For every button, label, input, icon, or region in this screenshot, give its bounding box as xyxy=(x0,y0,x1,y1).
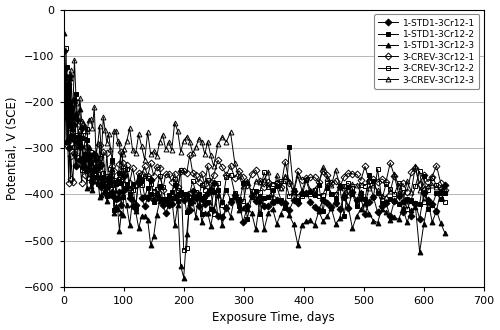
1-STD1-3Cr12-2 xyxy=(61,96,67,100)
Line: 3-CREV-3Cr12-2: 3-CREV-3Cr12-2 xyxy=(62,45,448,252)
3-CREV-3Cr12-3 xyxy=(68,68,74,72)
3-CREV-3Cr12-3 xyxy=(442,188,448,192)
1-STD1-3Cr12-2 xyxy=(442,191,448,195)
3-CREV-3Cr12-3 xyxy=(61,83,67,87)
3-CREV-3Cr12-1 xyxy=(68,154,74,158)
1-STD1-3Cr12-1 xyxy=(224,206,230,210)
Legend: 1-STD1-3Cr12-1, 1-STD1-3Cr12-2, 1-STD1-3Cr12-3, 3-CREV-3Cr12-1, 3-CREV-3Cr12-2, : 1-STD1-3Cr12-1, 1-STD1-3Cr12-2, 1-STD1-3… xyxy=(374,14,480,89)
3-CREV-3Cr12-2 xyxy=(62,98,68,102)
1-STD1-3Cr12-2 xyxy=(64,65,70,69)
1-STD1-3Cr12-3 xyxy=(61,31,67,35)
1-STD1-3Cr12-1 xyxy=(62,99,68,103)
Y-axis label: Potential, V (SCE): Potential, V (SCE) xyxy=(6,96,18,200)
3-CREV-3Cr12-1 xyxy=(95,181,101,185)
3-CREV-3Cr12-1 xyxy=(442,188,448,192)
3-CREV-3Cr12-2 xyxy=(172,178,177,182)
1-STD1-3Cr12-2 xyxy=(62,92,68,96)
Line: 1-STD1-3Cr12-2: 1-STD1-3Cr12-2 xyxy=(62,65,448,221)
3-CREV-3Cr12-1 xyxy=(61,68,67,72)
3-CREV-3Cr12-2 xyxy=(70,125,75,129)
3-CREV-3Cr12-2 xyxy=(232,191,237,195)
Line: 3-CREV-3Cr12-3: 3-CREV-3Cr12-3 xyxy=(62,58,448,206)
3-CREV-3Cr12-2 xyxy=(61,78,67,82)
3-CREV-3Cr12-2 xyxy=(180,248,186,252)
X-axis label: Exposure Time, days: Exposure Time, days xyxy=(212,312,335,324)
3-CREV-3Cr12-3 xyxy=(228,130,234,134)
1-STD1-3Cr12-3 xyxy=(68,110,74,114)
3-CREV-3Cr12-3 xyxy=(362,202,368,206)
1-STD1-3Cr12-2 xyxy=(228,198,234,202)
3-CREV-3Cr12-2 xyxy=(120,168,126,172)
3-CREV-3Cr12-1 xyxy=(270,196,276,200)
Line: 3-CREV-3Cr12-1: 3-CREV-3Cr12-1 xyxy=(62,68,448,200)
3-CREV-3Cr12-3 xyxy=(62,86,68,90)
1-STD1-3Cr12-1 xyxy=(68,105,74,109)
3-CREV-3Cr12-1 xyxy=(224,173,230,177)
1-STD1-3Cr12-2 xyxy=(96,176,102,180)
1-STD1-3Cr12-3 xyxy=(118,211,124,215)
Line: 1-STD1-3Cr12-3: 1-STD1-3Cr12-3 xyxy=(62,31,448,280)
3-CREV-3Cr12-3 xyxy=(72,58,78,62)
Line: 1-STD1-3Cr12-1: 1-STD1-3Cr12-1 xyxy=(62,49,448,225)
1-STD1-3Cr12-1 xyxy=(61,49,67,53)
3-CREV-3Cr12-1 xyxy=(168,180,174,183)
3-CREV-3Cr12-3 xyxy=(96,124,102,128)
1-STD1-3Cr12-1 xyxy=(168,202,174,206)
1-STD1-3Cr12-3 xyxy=(168,196,174,200)
1-STD1-3Cr12-3 xyxy=(62,72,68,76)
1-STD1-3Cr12-2 xyxy=(244,217,250,221)
1-STD1-3Cr12-1 xyxy=(240,220,246,224)
1-STD1-3Cr12-3 xyxy=(228,214,234,218)
3-CREV-3Cr12-2 xyxy=(63,46,69,50)
1-STD1-3Cr12-1 xyxy=(118,203,124,207)
1-STD1-3Cr12-2 xyxy=(120,195,126,199)
1-STD1-3Cr12-3 xyxy=(442,231,448,235)
1-STD1-3Cr12-1 xyxy=(442,183,448,187)
3-CREV-3Cr12-3 xyxy=(120,151,126,155)
3-CREV-3Cr12-3 xyxy=(172,121,177,125)
3-CREV-3Cr12-1 xyxy=(118,150,124,154)
3-CREV-3Cr12-1 xyxy=(62,84,68,88)
1-STD1-3Cr12-3 xyxy=(180,276,186,280)
1-STD1-3Cr12-2 xyxy=(172,183,177,187)
1-STD1-3Cr12-1 xyxy=(95,166,101,170)
1-STD1-3Cr12-3 xyxy=(95,174,101,178)
3-CREV-3Cr12-2 xyxy=(442,200,448,204)
3-CREV-3Cr12-2 xyxy=(96,156,102,160)
1-STD1-3Cr12-2 xyxy=(70,137,75,141)
